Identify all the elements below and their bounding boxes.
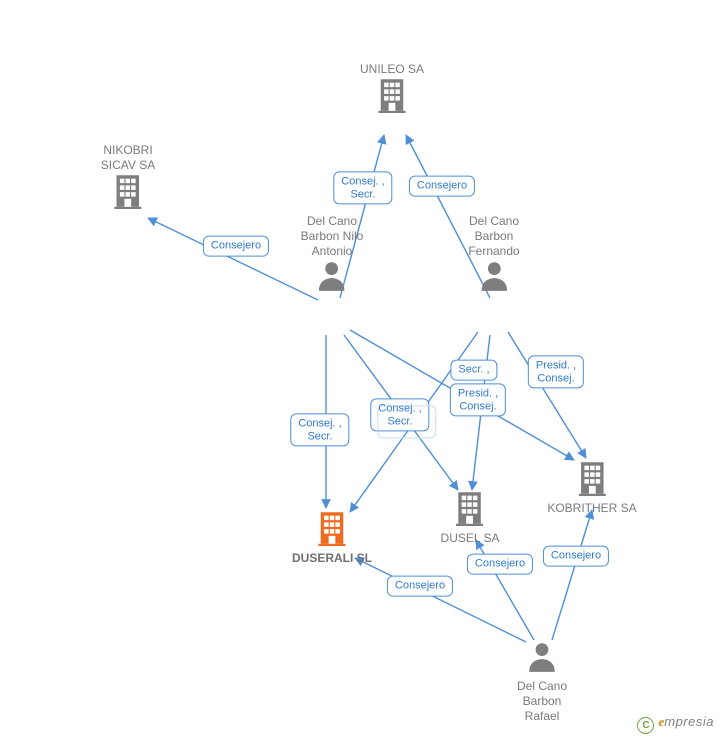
person-icon	[477, 280, 511, 297]
node-label: Del Cano Barbon Nilo Antonio	[301, 214, 364, 259]
edge-label: Consej. , Secr.	[333, 171, 392, 204]
building-icon	[452, 513, 488, 530]
node-label: Del Cano Barbon Rafael	[517, 679, 567, 724]
building-icon	[314, 533, 350, 550]
edge-label: Consejero	[543, 546, 609, 567]
company-node[interactable]: KOBRITHER SA	[547, 460, 636, 516]
edge-label: Consej. , Secr.	[370, 398, 429, 431]
building-icon	[574, 483, 610, 500]
person-icon	[525, 661, 559, 678]
company-node[interactable]: DUSERALI SL	[292, 510, 372, 566]
node-label: DUSERALI SL	[292, 551, 372, 566]
person-node[interactable]: Del Cano Barbon Fernando	[468, 214, 519, 298]
edge-label: Consejero	[203, 236, 269, 257]
edge	[552, 510, 592, 640]
edge-label: Consejero	[409, 176, 475, 197]
node-label: DUSEL SA	[441, 531, 500, 546]
edge-label: Consej. , Secr.	[290, 413, 349, 446]
node-label: UNILEO SA	[360, 62, 424, 77]
node-label: KOBRITHER SA	[547, 501, 636, 516]
company-node[interactable]: DUSEL SA	[441, 490, 500, 546]
node-label: Del Cano Barbon Fernando	[468, 214, 519, 259]
edge-label: Consejero	[387, 576, 453, 597]
edge	[508, 332, 586, 458]
person-node[interactable]: Del Cano Barbon Rafael	[517, 640, 567, 724]
network-diagram: UNILEO SA NIKOBRI SICAV SA	[0, 0, 728, 740]
company-node[interactable]: NIKOBRI SICAV SA	[101, 143, 155, 214]
edge-label: Presid. , Consej.	[528, 355, 584, 388]
person-icon	[315, 280, 349, 297]
company-node[interactable]: UNILEO SA	[360, 62, 424, 118]
watermark: Cempresia	[637, 714, 714, 732]
building-icon	[110, 196, 146, 213]
node-label: NIKOBRI SICAV SA	[101, 143, 155, 173]
person-node[interactable]: Del Cano Barbon Nilo Antonio	[301, 214, 364, 298]
edge	[148, 218, 318, 300]
building-icon	[374, 100, 410, 117]
edge-label: Consejero	[467, 554, 533, 575]
edge-label: Presid. , Consej.	[450, 383, 506, 416]
edge-label: Secr. ,	[450, 360, 497, 381]
